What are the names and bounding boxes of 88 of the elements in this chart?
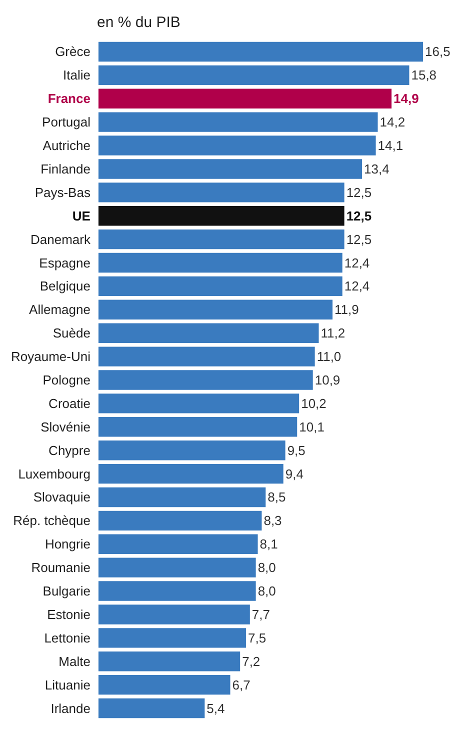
bar: [98, 558, 256, 578]
y-tick-label: Allemagne: [29, 302, 90, 318]
data-label: 11,0: [316, 349, 342, 364]
y-tick-label: Italie: [63, 68, 90, 83]
y-tick-label: Grèce: [55, 44, 90, 60]
bar: [98, 182, 344, 202]
bar: [98, 370, 313, 390]
y-tick-label: Roumanie: [31, 560, 90, 576]
data-label: 8,1: [260, 536, 278, 552]
bar: [98, 206, 344, 226]
chart-title: en % du PIB: [97, 14, 180, 31]
data-label: 7,5: [248, 630, 266, 646]
bar: [98, 440, 286, 460]
data-label: 8,0: [258, 560, 276, 576]
y-tick-label: Hongrie: [44, 536, 90, 552]
data-label: 12,5: [346, 208, 372, 224]
bar: [98, 300, 333, 320]
bar: [98, 698, 205, 718]
data-label: 11,9: [334, 302, 359, 318]
y-tick-label: Autriche: [42, 138, 90, 154]
bar: [98, 464, 284, 484]
bar: [98, 394, 300, 414]
bar: [98, 323, 319, 343]
bar: [98, 417, 298, 437]
y-tick-label: Belgique: [40, 278, 90, 294]
y-tick-label: UE: [72, 208, 91, 224]
y-tick-label: Pologne: [42, 372, 90, 388]
y-tick-label: Lettonie: [44, 630, 90, 646]
y-tick-label: Rép. tchèque: [13, 513, 90, 528]
y-tick-label: Danemark: [30, 232, 91, 247]
bar: [98, 604, 250, 624]
data-label: 14,1: [378, 138, 404, 154]
data-label: 14,9: [394, 91, 419, 106]
data-label: 5,4: [206, 700, 225, 716]
data-label: 12,4: [344, 278, 370, 294]
data-label: 9,5: [287, 442, 306, 458]
bar: [98, 581, 256, 601]
data-label: 14,2: [380, 114, 406, 130]
bar: [98, 65, 410, 86]
y-tick-label: Portugal: [42, 114, 91, 130]
bar: [98, 534, 258, 554]
data-label: 10,1: [299, 419, 324, 434]
data-label: 8,3: [264, 513, 282, 528]
data-label: 9,4: [285, 466, 304, 482]
bar: [98, 252, 342, 273]
bar: [98, 112, 378, 132]
y-tick-label: Espagne: [39, 255, 90, 270]
bar: [98, 159, 362, 179]
bar: [98, 42, 423, 62]
data-label: 6,7: [232, 677, 250, 692]
bar: [98, 487, 266, 508]
y-tick-label: Finlande: [40, 161, 90, 176]
bar: [98, 652, 240, 672]
y-tick-label: Slovaquie: [33, 490, 90, 505]
y-tick-label: France: [48, 91, 90, 106]
bar: [98, 276, 342, 296]
bar: [98, 229, 344, 250]
bar: [98, 674, 230, 695]
y-tick-label: Slovénie: [40, 419, 90, 434]
y-tick-label: Pays-Bas: [34, 184, 91, 200]
data-label: 10,9: [314, 372, 340, 388]
bar: [98, 510, 262, 531]
data-label: 15,8: [411, 68, 437, 83]
y-tick-label: Bulgarie: [42, 584, 90, 599]
data-label: 10,2: [301, 396, 326, 411]
data-label: 8,0: [258, 584, 276, 599]
bar: [98, 628, 246, 648]
y-tick-label: Irlande: [50, 700, 90, 716]
data-label: 12,5: [346, 184, 372, 200]
bar: [98, 346, 315, 366]
data-label: 8,5: [268, 490, 286, 505]
data-label: 11,2: [320, 326, 346, 341]
data-label: 12,5: [346, 232, 372, 247]
data-label: 12,4: [344, 255, 370, 270]
data-label: 13,4: [364, 161, 390, 176]
bar: [98, 88, 392, 108]
bar: [98, 136, 376, 156]
y-tick-label: Royaume-Uni: [10, 349, 91, 364]
y-tick-label: Chypre: [48, 442, 90, 458]
y-tick-label: Estonie: [47, 606, 90, 622]
y-tick-label: Suède: [52, 326, 90, 341]
y-tick-label: Croatie: [48, 396, 90, 411]
y-tick-label: Lituanie: [44, 677, 90, 692]
data-label: 7,2: [242, 654, 260, 669]
data-label: 7,7: [252, 606, 270, 622]
data-label: 16,5: [425, 44, 450, 60]
y-tick-label: Malte: [58, 654, 90, 669]
y-tick-label: Luxembourg: [18, 466, 90, 482]
